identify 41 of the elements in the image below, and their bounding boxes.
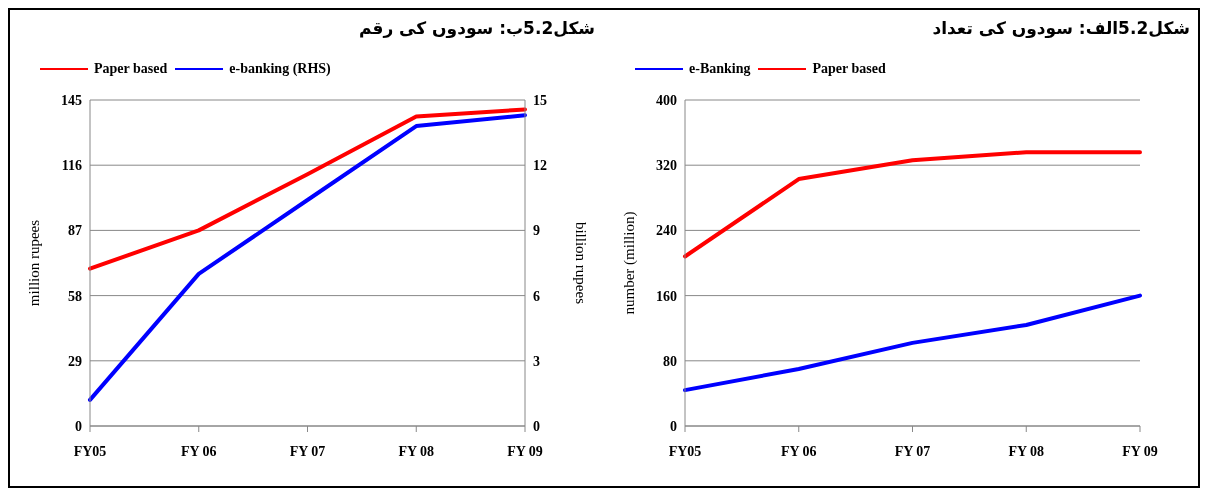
- y2-tick-label: 15: [533, 92, 547, 108]
- chart-title: شکل5.2الف: سودوں کی تعداد: [931, 17, 1191, 40]
- legend-label: Paper based: [94, 61, 168, 77]
- x-tick-label: FY 08: [1008, 443, 1045, 459]
- y-tick-label: 160: [656, 288, 677, 304]
- line-series: [683, 293, 1142, 393]
- y-tick-label: 58: [68, 288, 82, 304]
- y-axis-title: number (million): [621, 211, 639, 315]
- y-axis-title: million rupees: [26, 219, 43, 307]
- x-tick-label: FY 08: [398, 443, 435, 459]
- y-tick-label: 116: [61, 158, 82, 174]
- y-tick-label: 0: [670, 418, 677, 434]
- line-series: [88, 113, 527, 402]
- y-tick-label: 145: [61, 92, 82, 108]
- x-tick-label: FY 09: [507, 443, 543, 459]
- y-tick-label: 80: [663, 353, 677, 369]
- chart-title: شکل5.2ب: سودوں کی رقم: [357, 17, 596, 40]
- y-tick-label: 240: [656, 223, 677, 239]
- x-tick-label: FY 09: [1122, 443, 1158, 459]
- y2-axis-title: billion rupees: [572, 221, 589, 305]
- x-tick-label: FY 07: [894, 443, 931, 459]
- y-tick-label: 29: [68, 353, 82, 369]
- y-tick-label: 320: [656, 158, 677, 174]
- y2-tick-label: 6: [533, 288, 540, 304]
- y-tick-label: 400: [656, 92, 677, 108]
- line-series: [88, 107, 527, 271]
- x-tick-label: FY05: [668, 443, 702, 459]
- x-tick-label: FY05: [73, 443, 107, 459]
- y2-tick-label: 12: [533, 158, 547, 174]
- x-tick-label: FY 06: [780, 443, 817, 459]
- x-tick-label: FY 06: [180, 443, 217, 459]
- legend-label: e-banking (RHS): [229, 61, 331, 77]
- line-series: [683, 150, 1142, 259]
- y2-tick-label: 9: [533, 223, 540, 239]
- y-tick-label: 87: [68, 223, 82, 239]
- legend-label: e-Banking: [689, 61, 751, 77]
- x-tick-label: FY 07: [289, 443, 326, 459]
- y-tick-label: 0: [75, 418, 82, 434]
- y2-tick-label: 3: [533, 353, 540, 369]
- legend-label: Paper based: [812, 61, 886, 77]
- y2-tick-label: 0: [533, 418, 540, 434]
